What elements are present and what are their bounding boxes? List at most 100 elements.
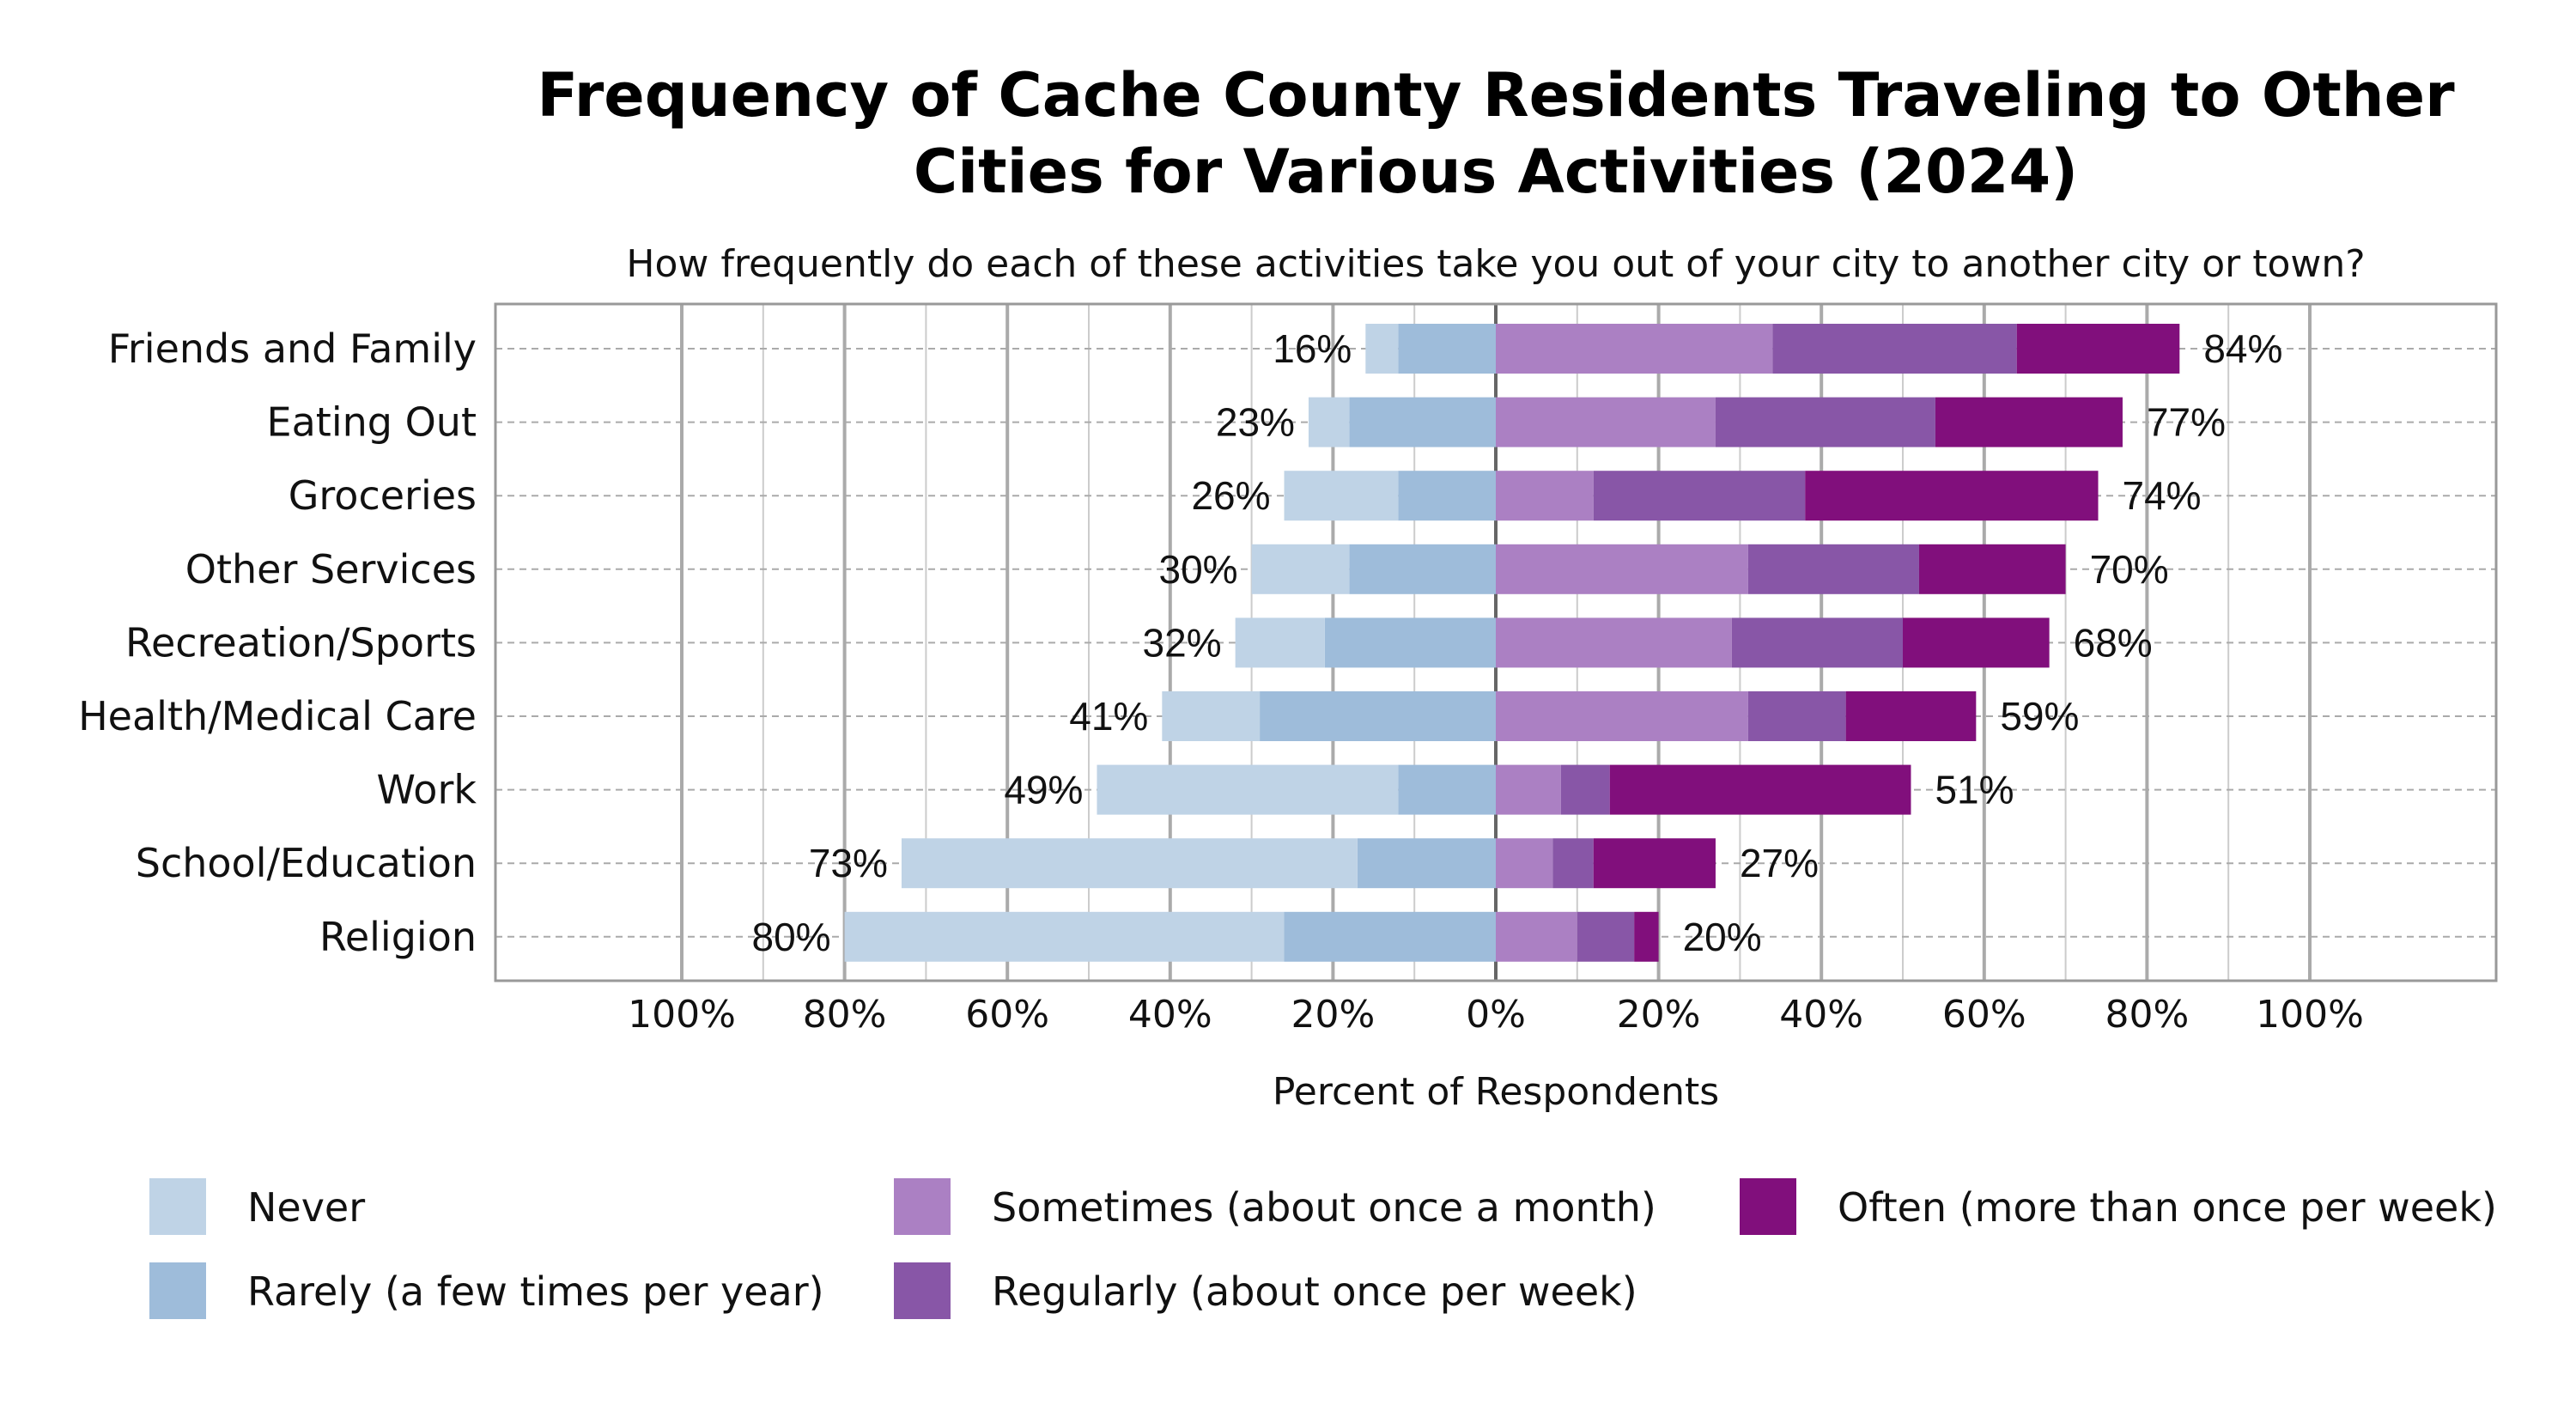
bar-segment bbox=[1496, 838, 1553, 889]
data-label-right: 68% bbox=[2074, 620, 2153, 665]
data-label-right: 51% bbox=[1935, 768, 2014, 812]
x-tick-label: 40% bbox=[1128, 993, 1212, 1037]
bar-segment bbox=[1496, 544, 1748, 594]
data-label-left: 41% bbox=[1069, 694, 1148, 739]
data-label-right: 74% bbox=[2123, 473, 2202, 518]
category-label: Work bbox=[377, 767, 477, 813]
bar-segment bbox=[1496, 617, 1732, 668]
data-label-left: 26% bbox=[1191, 473, 1270, 518]
bar-segment bbox=[1845, 691, 1977, 741]
bar-segment bbox=[1398, 471, 1496, 521]
data-label-right: 84% bbox=[2203, 326, 2282, 371]
bar-segment bbox=[1235, 617, 1325, 668]
legend-label: Regularly (about once per week) bbox=[992, 1268, 1637, 1315]
bar-segment bbox=[1284, 471, 1399, 521]
category-label: Religion bbox=[319, 914, 477, 960]
data-label-left: 73% bbox=[809, 841, 888, 885]
bar-segment bbox=[1308, 397, 1350, 447]
category-label: Health/Medical Care bbox=[78, 693, 477, 739]
bar-segment bbox=[1260, 691, 1496, 741]
data-label-left: 16% bbox=[1273, 326, 1352, 371]
legend-label: Sometimes (about once a month) bbox=[992, 1184, 1656, 1231]
bar-segment bbox=[1731, 617, 1903, 668]
bar-segment bbox=[1284, 911, 1496, 962]
bar-segment bbox=[1251, 544, 1350, 594]
x-tick-label: 0% bbox=[1466, 993, 1526, 1037]
bar-segment bbox=[1324, 617, 1496, 668]
bar-segment bbox=[1903, 617, 2050, 668]
bar-segment bbox=[1097, 764, 1399, 815]
bar-segment bbox=[1918, 544, 2066, 594]
x-tick-label: 80% bbox=[2105, 993, 2190, 1037]
data-label-left: 23% bbox=[1216, 400, 1295, 445]
bar-segment bbox=[1772, 324, 2017, 374]
bar-segment bbox=[844, 911, 1285, 962]
bar-segment bbox=[1496, 691, 1748, 741]
bar-segment bbox=[1634, 911, 1659, 962]
category-labels: Friends and Family Eating Out Groceries Oth… bbox=[78, 325, 477, 960]
category-label: Groceries bbox=[289, 472, 477, 519]
bar-segment bbox=[1805, 471, 2099, 521]
legend: Never Rarely (a few times per year) Someti… bbox=[149, 1178, 2497, 1319]
bar-segment bbox=[1162, 691, 1261, 741]
bar-segment bbox=[1560, 764, 1610, 815]
chart-title-line-2: Cities for Various Activities (2024) bbox=[914, 137, 2078, 207]
data-label-left: 32% bbox=[1143, 620, 1222, 665]
bar-segment bbox=[1577, 911, 1635, 962]
bar-segment bbox=[901, 838, 1358, 889]
bar-segment bbox=[1496, 471, 1594, 521]
bar-segment bbox=[1496, 911, 1577, 962]
legend-swatch bbox=[1740, 1178, 1796, 1235]
bar-segment bbox=[1496, 324, 1773, 374]
x-tick-label: 20% bbox=[1617, 993, 1701, 1037]
legend-label: Rarely (a few times per year) bbox=[247, 1268, 824, 1315]
x-tick-label: 20% bbox=[1291, 993, 1376, 1037]
category-label: Eating Out bbox=[267, 399, 477, 446]
bar-segment bbox=[1747, 691, 1846, 741]
bar-segment bbox=[1552, 838, 1594, 889]
x-tick-label: 60% bbox=[965, 993, 1049, 1037]
bar-segment bbox=[2016, 324, 2180, 374]
x-tick-labels: 100% 80% 60% 40% 20% 0% 20% 40% 60% 80% 100% bbox=[628, 993, 2364, 1037]
data-label-right: 77% bbox=[2147, 400, 2226, 445]
bar-segment bbox=[1935, 397, 2123, 447]
bar-segment bbox=[1747, 544, 1919, 594]
category-label: Friends and Family bbox=[108, 325, 477, 372]
legend-label: Often (more than once per week) bbox=[1838, 1184, 2497, 1231]
data-label-right: 70% bbox=[2090, 547, 2169, 592]
legend-swatch bbox=[149, 1178, 206, 1235]
category-label: Recreation/Sports bbox=[125, 619, 477, 666]
x-tick-label: 100% bbox=[2256, 993, 2364, 1037]
data-label-right: 59% bbox=[2000, 694, 2079, 739]
bar-segment bbox=[1593, 838, 1716, 889]
bar-segment bbox=[1349, 544, 1496, 594]
data-label-right: 20% bbox=[1683, 915, 1762, 959]
data-label-left: 49% bbox=[1004, 768, 1083, 812]
data-label-left: 80% bbox=[752, 915, 831, 959]
plot-frame bbox=[494, 302, 2498, 982]
bar-segment bbox=[1398, 764, 1496, 815]
x-axis-label: Percent of Respondents bbox=[1273, 1070, 1719, 1114]
bar-segment bbox=[1609, 764, 1911, 815]
data-label-right: 27% bbox=[1740, 841, 1819, 885]
legend-swatch bbox=[894, 1262, 951, 1319]
bar-segment bbox=[1365, 324, 1399, 374]
bar-segment bbox=[1496, 397, 1716, 447]
chart-subtitle: How frequently do each of these activiti… bbox=[626, 242, 2365, 286]
bar-segment bbox=[1715, 397, 1935, 447]
x-tick-label: 60% bbox=[1942, 993, 2026, 1037]
bar-segment bbox=[1398, 324, 1496, 374]
legend-label: Never bbox=[247, 1184, 365, 1231]
x-tick-label: 40% bbox=[1779, 993, 1863, 1037]
category-label: School/Education bbox=[136, 840, 477, 886]
chart-title-line-1: Frequency of Cache County Residents Trav… bbox=[537, 60, 2455, 131]
legend-swatch bbox=[149, 1262, 206, 1319]
x-tick-label: 80% bbox=[803, 993, 887, 1037]
bar-segment bbox=[1496, 764, 1561, 815]
bar-segment bbox=[1593, 471, 1806, 521]
bars: 16% 84% 23% 77% 26% 74% 30% 70% 32% 68% 41% 59% 49% 5… bbox=[752, 324, 2282, 962]
bar-segment bbox=[1349, 397, 1496, 447]
legend-swatch bbox=[894, 1178, 951, 1235]
x-tick-label: 100% bbox=[628, 993, 736, 1037]
